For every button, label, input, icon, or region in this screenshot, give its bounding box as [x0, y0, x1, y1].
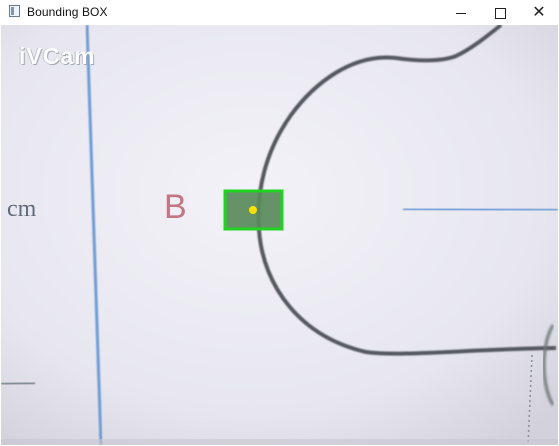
camera-frame: iVCam B cm: [1, 25, 558, 445]
minimize-icon: [456, 12, 466, 14]
edge-curve: [542, 324, 555, 406]
title-bar[interactable]: Bounding BOX ✕: [0, 0, 559, 25]
camera-watermark: iVCam: [19, 43, 96, 69]
window-title: Bounding BOX: [27, 5, 108, 19]
horizontal-blue-line: [402, 207, 558, 212]
track-curve: [256, 25, 557, 356]
close-icon: ✕: [532, 4, 546, 21]
window-app-icon[interactable]: [9, 5, 20, 17]
minimize-button[interactable]: [443, 0, 479, 25]
left-tick-line: [1, 381, 36, 386]
frame-bottom-shade: [1, 439, 558, 445]
vertical-blue-line: [85, 25, 103, 445]
maximize-icon: [494, 7, 506, 19]
paper-unit-text: cm: [7, 196, 37, 222]
close-button[interactable]: ✕: [521, 0, 557, 25]
camera-image: [1, 25, 558, 445]
paper-background: [1, 25, 558, 445]
maximize-button[interactable]: [482, 0, 518, 25]
edge-dots: [527, 354, 533, 445]
center-point: [249, 206, 257, 214]
paper-letter: B: [164, 188, 187, 226]
bounding-box: [223, 189, 284, 231]
